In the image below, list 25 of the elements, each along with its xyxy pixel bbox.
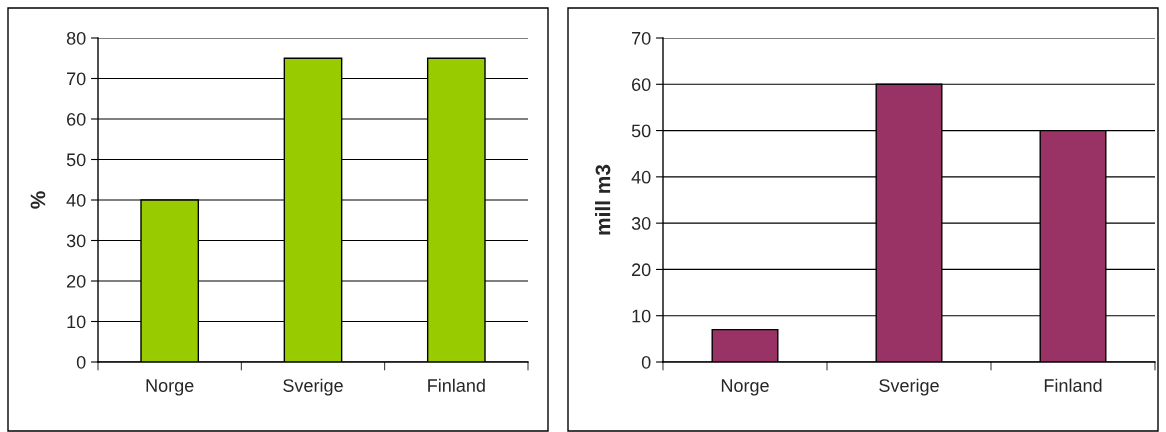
y-tick-label: 50 xyxy=(631,124,651,138)
y-tick-label: 40 xyxy=(631,170,651,184)
x-tick-label: Sverige xyxy=(283,378,343,396)
y-tick-label: 70 xyxy=(67,72,86,86)
y-tick-label: 60 xyxy=(67,112,86,126)
y-tick-label: 30 xyxy=(66,234,86,248)
y-axis-title: % xyxy=(30,191,46,209)
y-tick-label: 60 xyxy=(632,78,651,92)
y-tick-label: 10 xyxy=(67,315,86,329)
x-tick-label: Finland xyxy=(1044,378,1102,392)
y-axis-title: mill m3 xyxy=(595,164,611,235)
x-tick-label: Norge xyxy=(721,379,769,396)
y-tick-label: 50 xyxy=(66,153,86,167)
y-tick-label: 0 xyxy=(641,355,651,369)
y-tick-label: 30 xyxy=(631,217,651,230)
y-tick-label: 10 xyxy=(632,309,651,323)
y-tick-label: 20 xyxy=(632,263,651,277)
y-tick-label: 40 xyxy=(66,193,86,207)
y-tick-label: 80 xyxy=(66,31,86,45)
x-tick-label: Norge xyxy=(146,379,194,396)
y-tick-label: 0 xyxy=(76,355,86,369)
y-tick-label: 70 xyxy=(632,31,651,45)
x-tick-label: Sverige xyxy=(879,378,939,396)
x-tick-label: Finland xyxy=(428,378,485,392)
y-tick-label: 20 xyxy=(67,274,86,288)
